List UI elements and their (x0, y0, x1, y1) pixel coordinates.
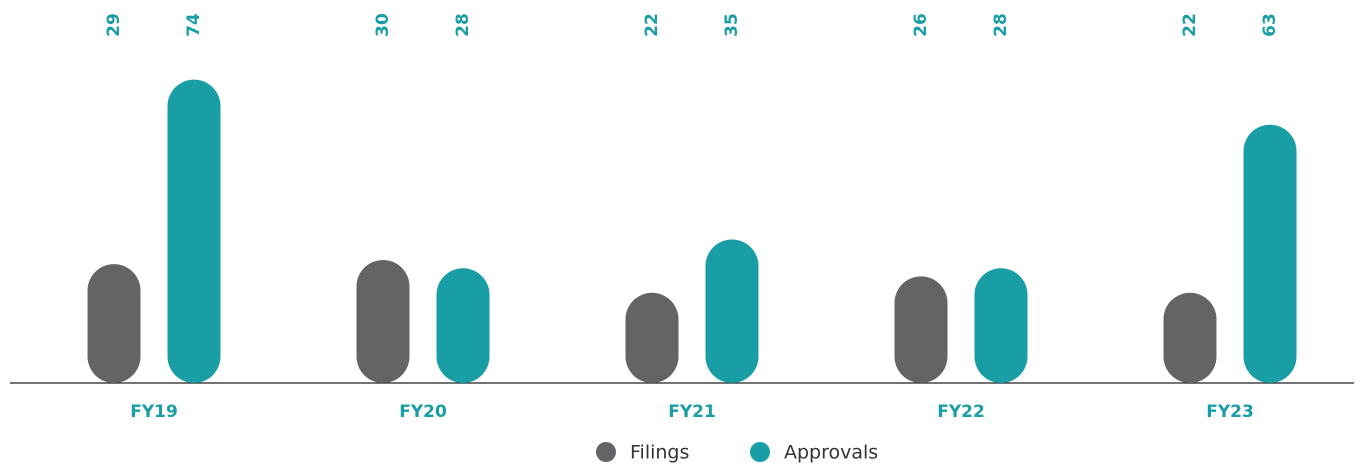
x-tick-label: FY20 (399, 402, 447, 422)
value-label: 74 (184, 13, 204, 37)
value-label: 28 (453, 13, 473, 37)
value-label: 35 (722, 13, 742, 37)
bar (436, 268, 490, 383)
legend-swatch (750, 442, 770, 462)
value-label: 29 (104, 13, 124, 37)
x-tick-label: FY22 (937, 402, 985, 422)
x-tick-label: FY19 (130, 402, 178, 422)
value-label: 22 (1180, 13, 1200, 37)
value-label: 28 (991, 13, 1011, 37)
legend-label: Approvals (784, 442, 878, 464)
x-tick-label: FY21 (668, 402, 716, 422)
value-label: 30 (373, 13, 393, 37)
bar (1243, 124, 1297, 383)
bar (894, 276, 948, 383)
bar (356, 260, 410, 383)
value-label: 63 (1260, 13, 1280, 37)
bar (625, 292, 679, 383)
value-label: 22 (642, 13, 662, 37)
bar (974, 268, 1028, 383)
x-tick-label: FY23 (1206, 402, 1254, 422)
bar (705, 239, 759, 383)
bar (167, 79, 221, 383)
legend-label: Filings (630, 442, 689, 464)
legend-swatch (596, 442, 616, 462)
bar (1163, 292, 1217, 383)
bar (87, 264, 141, 383)
value-label: 26 (911, 13, 931, 37)
